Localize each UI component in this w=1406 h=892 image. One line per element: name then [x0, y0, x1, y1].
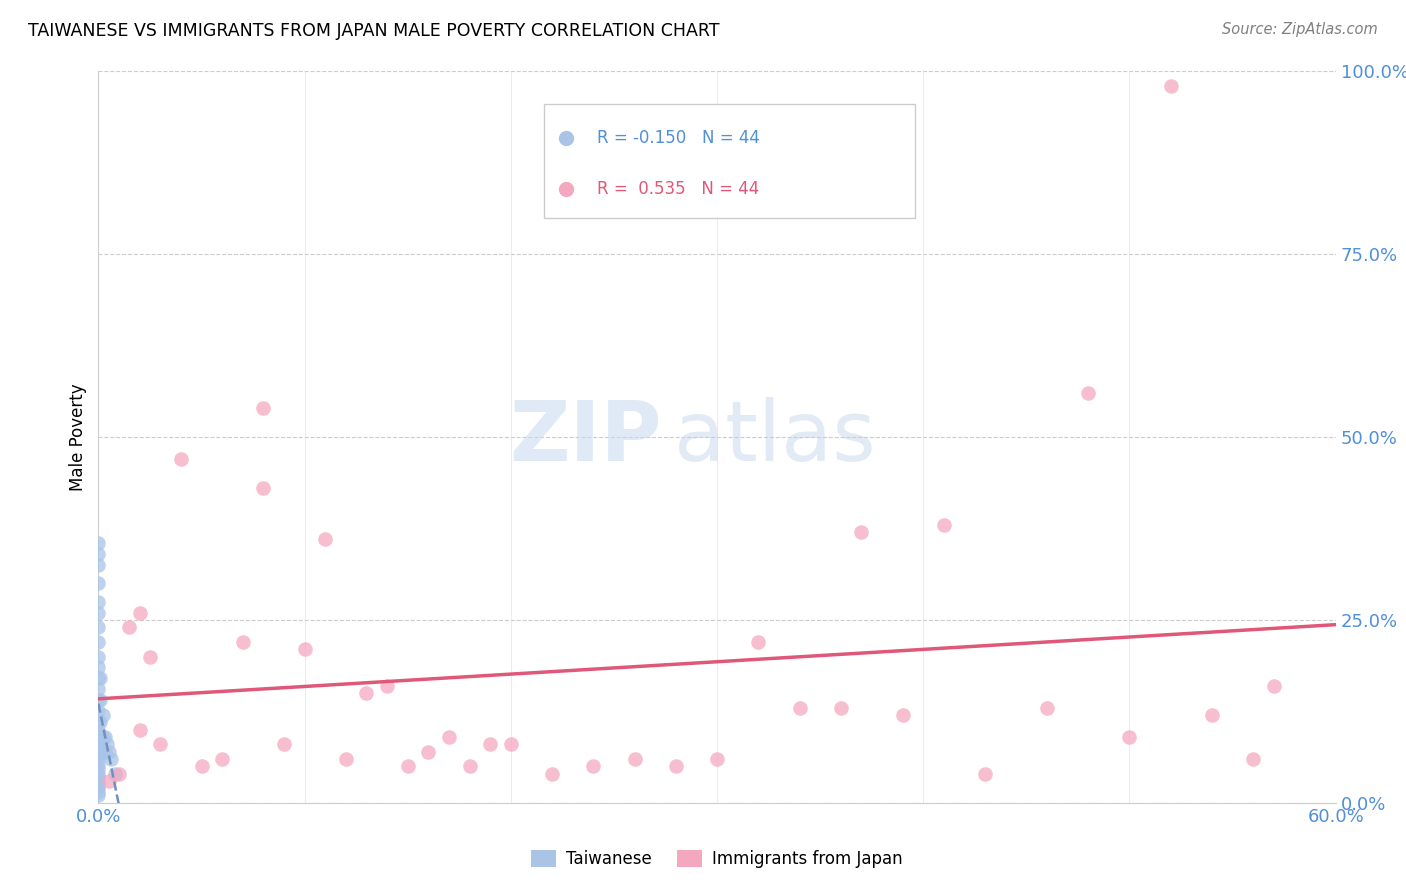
Point — [789, 700, 811, 714]
Point — [252, 401, 274, 415]
Text: R = -0.150   N = 44: R = -0.150 N = 44 — [598, 129, 759, 147]
Point — [314, 533, 336, 547]
Point — [87, 781, 110, 796]
Point — [93, 730, 115, 744]
Point — [87, 789, 110, 803]
Point — [87, 635, 110, 649]
Point — [1077, 386, 1099, 401]
Point — [294, 642, 316, 657]
Text: atlas: atlas — [673, 397, 876, 477]
Point — [89, 672, 111, 686]
Point — [89, 745, 111, 759]
Point — [87, 660, 110, 674]
Point — [93, 745, 115, 759]
Point — [149, 737, 172, 751]
FancyBboxPatch shape — [544, 104, 915, 218]
Text: ZIP: ZIP — [509, 397, 661, 477]
Point — [91, 730, 114, 744]
Point — [170, 452, 193, 467]
Point — [1160, 78, 1182, 93]
Point — [211, 752, 233, 766]
Point — [932, 517, 955, 532]
Point — [87, 757, 110, 772]
Text: R =  0.535   N = 44: R = 0.535 N = 44 — [598, 180, 759, 198]
Point — [190, 759, 212, 773]
Point — [974, 766, 997, 780]
Point — [1036, 700, 1059, 714]
Legend: Taiwanese, Immigrants from Japan: Taiwanese, Immigrants from Japan — [524, 844, 910, 875]
Point — [91, 745, 114, 759]
Point — [866, 182, 889, 196]
Point — [87, 547, 110, 561]
Point — [87, 748, 110, 763]
Point — [706, 752, 728, 766]
Point — [139, 649, 162, 664]
Point — [87, 682, 110, 697]
Point — [1201, 708, 1223, 723]
Point — [479, 737, 502, 751]
Point — [891, 708, 914, 723]
Point — [375, 679, 398, 693]
Point — [87, 753, 110, 767]
Point — [118, 620, 141, 634]
Point — [87, 558, 110, 573]
Point — [87, 770, 110, 784]
Point — [89, 693, 111, 707]
Point — [273, 737, 295, 751]
Text: Source: ZipAtlas.com: Source: ZipAtlas.com — [1222, 22, 1378, 37]
Point — [87, 620, 110, 634]
Point — [89, 715, 111, 730]
Point — [830, 700, 852, 714]
Point — [104, 766, 127, 780]
Point — [87, 715, 110, 730]
Point — [96, 737, 118, 751]
Point — [1263, 679, 1285, 693]
Point — [396, 759, 419, 773]
Point — [97, 773, 120, 788]
Point — [623, 752, 645, 766]
Point — [851, 525, 873, 540]
Y-axis label: Male Poverty: Male Poverty — [69, 384, 87, 491]
Point — [97, 745, 120, 759]
Point — [87, 740, 110, 755]
Point — [665, 759, 688, 773]
Point — [87, 606, 110, 620]
Point — [87, 773, 110, 788]
Point — [335, 752, 357, 766]
Point — [128, 606, 150, 620]
Text: TAIWANESE VS IMMIGRANTS FROM JAPAN MALE POVERTY CORRELATION CHART: TAIWANESE VS IMMIGRANTS FROM JAPAN MALE … — [28, 22, 720, 40]
Point — [87, 672, 110, 686]
Point — [87, 536, 110, 550]
Point — [87, 594, 110, 608]
Point — [541, 766, 564, 780]
Point — [87, 777, 110, 792]
Point — [499, 737, 522, 751]
Point — [252, 481, 274, 495]
Point — [418, 745, 440, 759]
Point — [87, 723, 110, 737]
Point — [108, 766, 131, 780]
Point — [87, 737, 110, 751]
Point — [87, 705, 110, 719]
Point — [747, 635, 769, 649]
Point — [356, 686, 378, 700]
Point — [87, 730, 110, 744]
Point — [232, 635, 254, 649]
Point — [128, 723, 150, 737]
Point — [87, 766, 110, 780]
Point — [87, 576, 110, 591]
Point — [1118, 730, 1140, 744]
Point — [87, 649, 110, 664]
Point — [458, 759, 481, 773]
Point — [582, 759, 605, 773]
Point — [89, 730, 111, 744]
Point — [1241, 752, 1264, 766]
Point — [100, 752, 122, 766]
Point — [87, 693, 110, 707]
Point — [866, 131, 889, 145]
Point — [87, 762, 110, 776]
Point — [87, 785, 110, 799]
Point — [437, 730, 460, 744]
Point — [91, 708, 114, 723]
